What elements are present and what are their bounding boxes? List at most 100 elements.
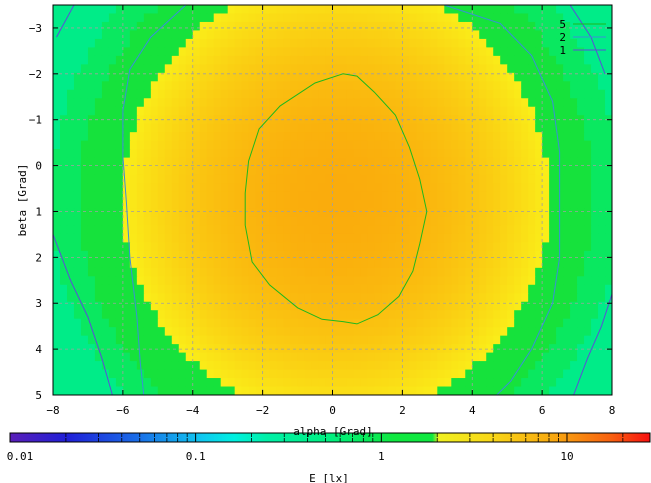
heatmap-cell xyxy=(213,166,222,176)
heatmap-cell xyxy=(514,216,522,227)
heatmap-cell xyxy=(339,72,348,82)
heatmap-cell xyxy=(605,250,612,260)
heatmap-cell xyxy=(269,352,278,362)
heatmap-cell xyxy=(66,174,75,184)
heatmap-cell xyxy=(598,208,606,218)
heatmap-cell xyxy=(129,191,138,201)
heatmap-cell xyxy=(206,157,215,167)
heatmap-cell xyxy=(318,5,327,15)
heatmap-cell xyxy=(206,267,215,277)
heatmap-cell xyxy=(262,216,271,227)
heatmap-cell xyxy=(269,250,278,260)
heatmap-cell xyxy=(514,89,522,99)
heatmap-cell xyxy=(283,106,292,116)
heatmap-cell xyxy=(129,318,138,328)
heatmap-cell xyxy=(395,183,403,193)
heatmap-cell xyxy=(598,174,606,184)
x-tick-label: −6 xyxy=(116,404,129,417)
heatmap-cell xyxy=(353,5,362,15)
heatmap-cell xyxy=(332,72,341,82)
heatmap-cell xyxy=(360,369,369,379)
heatmap-cell xyxy=(220,21,229,32)
heatmap-cell xyxy=(339,13,348,23)
heatmap-cell xyxy=(164,72,173,82)
heatmap-cell xyxy=(598,21,606,32)
heatmap-cell xyxy=(178,284,187,294)
heatmap-cell xyxy=(493,216,501,227)
heatmap-cell xyxy=(598,123,606,133)
heatmap-cell xyxy=(570,47,578,57)
heatmap-cell xyxy=(360,13,369,23)
heatmap-cell xyxy=(500,284,508,294)
heatmap-cell xyxy=(220,352,229,362)
heatmap-cell xyxy=(66,293,75,303)
heatmap-cell xyxy=(283,242,292,252)
heatmap-cell xyxy=(346,293,355,303)
heatmap-cell xyxy=(472,242,480,252)
heatmap-cell xyxy=(430,38,438,48)
heatmap-cell xyxy=(199,64,208,74)
heatmap-cell xyxy=(577,242,585,252)
heatmap-cell xyxy=(171,259,180,269)
heatmap-cell xyxy=(591,335,599,345)
heatmap-cell xyxy=(115,259,124,269)
heatmap-cell xyxy=(80,166,89,176)
heatmap-cell xyxy=(269,38,278,48)
heatmap-cell xyxy=(122,284,131,294)
heatmap-cell xyxy=(507,21,515,32)
heatmap-cell xyxy=(297,132,306,142)
heatmap-cell xyxy=(122,47,131,57)
heatmap-cell xyxy=(549,352,557,362)
heatmap-cell xyxy=(395,361,403,371)
heatmap-cell xyxy=(185,386,194,395)
heatmap-cell xyxy=(136,352,145,362)
heatmap-cell xyxy=(115,81,124,91)
heatmap-cell xyxy=(507,89,515,99)
heatmap-cell xyxy=(528,13,536,23)
heatmap-cell xyxy=(73,13,82,23)
heatmap-cell xyxy=(199,208,208,218)
heatmap-cell xyxy=(129,157,138,167)
heatmap-cell xyxy=(108,344,117,354)
heatmap-cell xyxy=(290,47,299,57)
heatmap-cell xyxy=(563,386,571,395)
heatmap-cell xyxy=(297,72,306,82)
heatmap-cell xyxy=(150,21,159,32)
heatmap-cell xyxy=(304,157,313,167)
heatmap-cell xyxy=(255,259,264,269)
heatmap-cell xyxy=(339,310,348,320)
heatmap-cell xyxy=(192,123,201,133)
heatmap-cell xyxy=(591,301,599,311)
heatmap-cell xyxy=(479,132,487,142)
heatmap-cell xyxy=(206,30,215,40)
heatmap-cell xyxy=(486,38,494,48)
heatmap-cell xyxy=(122,123,131,133)
heatmap-cell xyxy=(402,106,410,116)
heatmap-cell xyxy=(570,386,578,395)
heatmap-cell xyxy=(241,276,250,286)
heatmap-cell xyxy=(248,386,257,395)
heatmap-cell xyxy=(577,38,585,48)
heatmap-cell xyxy=(528,98,536,108)
heatmap-cell xyxy=(465,225,473,235)
heatmap-cell xyxy=(157,30,166,40)
heatmap-cell xyxy=(157,98,166,108)
heatmap-cell xyxy=(591,38,599,48)
heatmap-cell xyxy=(164,183,173,193)
heatmap-cell xyxy=(500,276,508,286)
heatmap-cell xyxy=(304,386,313,395)
heatmap-cell xyxy=(458,242,466,252)
heatmap-cell xyxy=(514,335,522,345)
heatmap-cell xyxy=(234,72,243,82)
heatmap-cell xyxy=(164,5,173,15)
heatmap-cell xyxy=(542,38,550,48)
heatmap-cell xyxy=(423,318,431,328)
heatmap-cell xyxy=(192,335,201,345)
heatmap-cell xyxy=(185,276,194,286)
heatmap-cell xyxy=(199,81,208,91)
heatmap-cell xyxy=(108,200,117,210)
heatmap-cell xyxy=(416,200,424,210)
heatmap-cell xyxy=(402,132,410,142)
heatmap-cell xyxy=(213,352,222,362)
heatmap-cell xyxy=(353,242,362,252)
